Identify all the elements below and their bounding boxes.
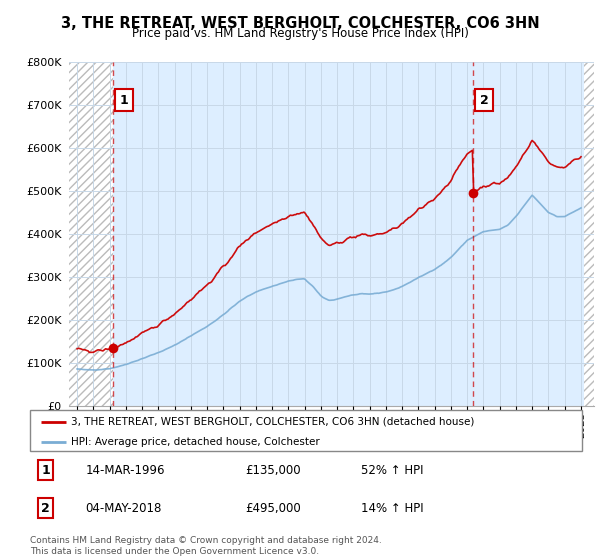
Bar [69,62,113,406]
Text: HPI: Average price, detached house, Colchester: HPI: Average price, detached house, Colc… [71,437,320,447]
Text: 14-MAR-1996: 14-MAR-1996 [85,464,164,477]
Text: £135,000: £135,000 [245,464,301,477]
Text: 1: 1 [119,94,128,107]
Text: 14% ↑ HPI: 14% ↑ HPI [361,502,424,515]
Bar [584,62,594,406]
Text: £495,000: £495,000 [245,502,301,515]
Text: 2: 2 [480,94,488,107]
Text: 2: 2 [41,502,50,515]
Text: Contains HM Land Registry data © Crown copyright and database right 2024.
This d: Contains HM Land Registry data © Crown c… [30,536,382,556]
Text: 3, THE RETREAT, WEST BERGHOLT, COLCHESTER, CO6 3HN: 3, THE RETREAT, WEST BERGHOLT, COLCHESTE… [61,16,539,31]
Bar [584,62,594,406]
Text: 52% ↑ HPI: 52% ↑ HPI [361,464,424,477]
FancyBboxPatch shape [30,410,582,451]
Text: 04-MAY-2018: 04-MAY-2018 [85,502,161,515]
Bar [69,62,113,406]
Text: 3, THE RETREAT, WEST BERGHOLT, COLCHESTER, CO6 3HN (detached house): 3, THE RETREAT, WEST BERGHOLT, COLCHESTE… [71,417,475,427]
Text: Price paid vs. HM Land Registry's House Price Index (HPI): Price paid vs. HM Land Registry's House … [131,27,469,40]
Text: 1: 1 [41,464,50,477]
